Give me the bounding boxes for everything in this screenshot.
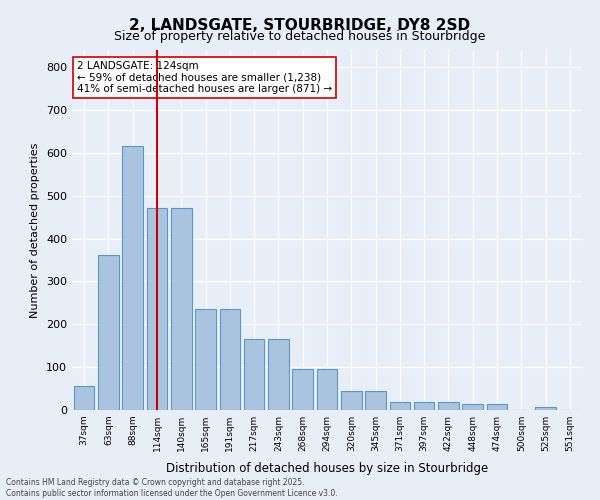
Text: Size of property relative to detached houses in Stourbridge: Size of property relative to detached ho… (115, 30, 485, 43)
Bar (463, 404, 483, 410)
Bar (292, 369, 313, 410)
Bar (365, 391, 386, 410)
Bar (268, 340, 289, 410)
Y-axis label: Number of detached properties: Number of detached properties (31, 142, 40, 318)
Text: 2 LANDSGATE: 124sqm
← 59% of detached houses are smaller (1,238)
41% of semi-det: 2 LANDSGATE: 124sqm ← 59% of detached ho… (77, 61, 332, 94)
Bar (341, 391, 362, 410)
Bar (487, 404, 508, 410)
Bar (535, 406, 556, 410)
Bar (389, 402, 410, 410)
X-axis label: Distribution of detached houses by size in Stourbridge: Distribution of detached houses by size … (166, 462, 488, 475)
Bar (220, 309, 240, 410)
Text: 2, LANDSGATE, STOURBRIDGE, DY8 2SD: 2, LANDSGATE, STOURBRIDGE, DY8 2SD (130, 18, 470, 32)
Bar (146, 208, 167, 410)
Bar (244, 340, 265, 410)
Bar (195, 309, 216, 410)
Bar (438, 402, 459, 410)
Bar (171, 208, 191, 410)
Bar (414, 402, 434, 410)
Bar (74, 386, 94, 410)
Text: Contains HM Land Registry data © Crown copyright and database right 2025.
Contai: Contains HM Land Registry data © Crown c… (6, 478, 338, 498)
Bar (122, 146, 143, 410)
Bar (317, 369, 337, 410)
Bar (98, 255, 119, 410)
